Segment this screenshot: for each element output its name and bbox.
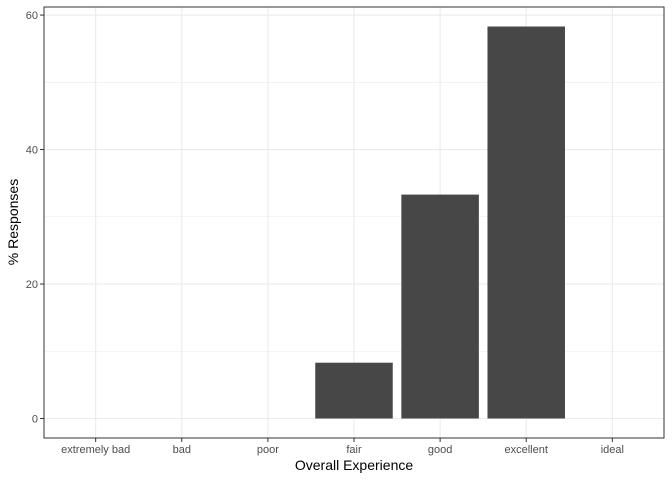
bar-excellent [487, 26, 565, 419]
y-tick-label: 0 [32, 414, 38, 426]
x-axis-title: Overall Experience [295, 457, 413, 473]
x-tick-label: extremely bad [61, 444, 130, 456]
x-tick-label: bad [173, 444, 191, 456]
bar-good [401, 194, 479, 419]
y-axis-title: % Responses [5, 179, 21, 265]
x-tick-label: poor [257, 444, 279, 456]
y-tick-label: 60 [26, 10, 38, 22]
bars [315, 26, 565, 419]
x-tick-label: excellent [505, 444, 548, 456]
y-axis-ticks: 0 20 40 60 [26, 10, 44, 426]
x-axis-ticks: extremely bad bad poor fair good excellent ide… [61, 438, 624, 456]
y-tick-label: 20 [26, 279, 38, 291]
x-tick-label: fair [346, 444, 362, 456]
bar-fair [315, 362, 393, 419]
y-tick-label: 40 [26, 145, 38, 157]
x-tick-label: good [428, 444, 452, 456]
x-tick-label: ideal [601, 444, 624, 456]
